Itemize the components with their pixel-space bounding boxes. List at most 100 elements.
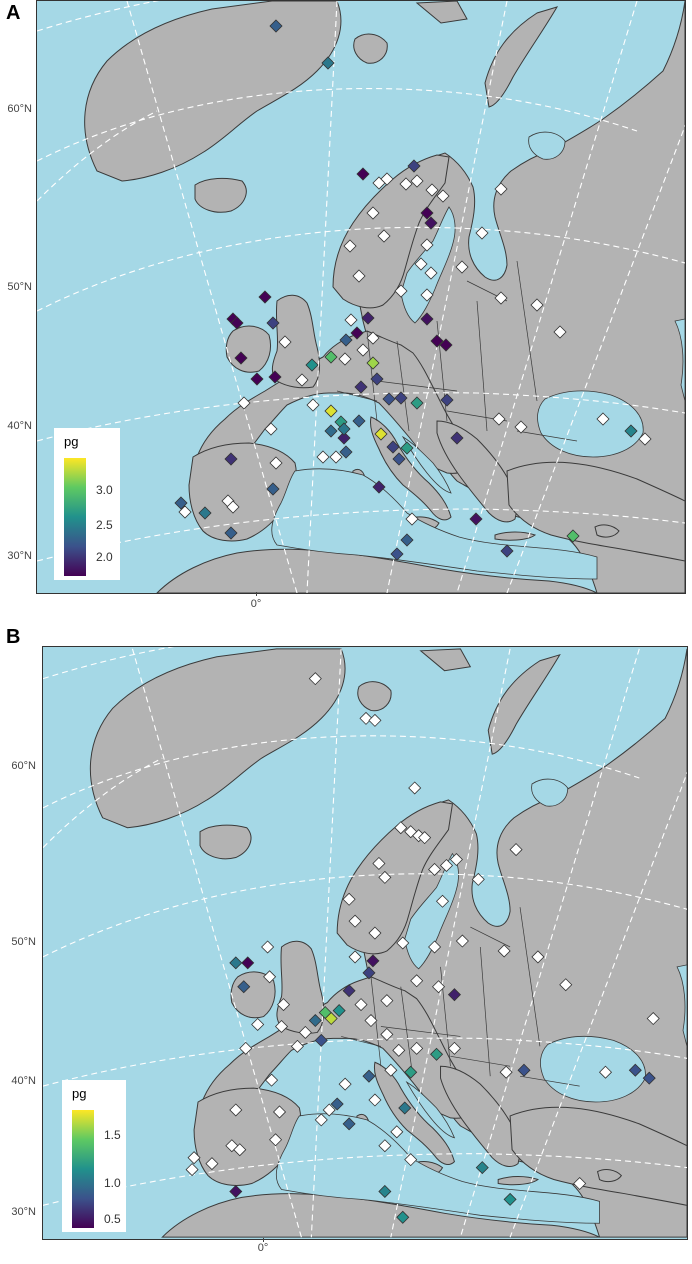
station-marker-b-10 — [449, 852, 463, 867]
station-marker-b-67 — [251, 1017, 265, 1032]
graticule-line-5 — [126, 1, 298, 593]
country-border-5 — [341, 1036, 381, 1047]
legend-tick-b-1: 1.0 — [104, 1176, 121, 1190]
lat-label-50-a: 50°N — [7, 281, 32, 293]
station-marker-a-81 — [400, 533, 414, 547]
station-marker-a-49 — [337, 431, 351, 445]
station-marker-b-62 — [237, 980, 251, 994]
station-marker-a-26 — [420, 312, 434, 326]
station-marker-a-25 — [420, 288, 434, 302]
station-marker-b-57 — [390, 1125, 404, 1139]
station-marker-a-79 — [372, 480, 386, 494]
station-markers — [185, 672, 660, 1224]
station-marker-a-58 — [266, 316, 280, 330]
station-marker-b-52 — [342, 1117, 356, 1131]
station-marker-b-83 — [573, 1176, 587, 1191]
legend-colorbar-b — [72, 1110, 94, 1228]
panel-b-label: B — [6, 626, 21, 648]
station-marker-b-78 — [229, 1184, 243, 1198]
station-marker-b-63 — [229, 956, 243, 970]
station-marker-b-8 — [428, 862, 442, 876]
station-marker-b-71 — [269, 1133, 283, 1147]
station-marker-a-52 — [386, 440, 400, 454]
station-marker-b-1 — [359, 711, 373, 725]
station-marker-a-5 — [380, 172, 394, 186]
station-marker-a-59 — [278, 335, 292, 349]
station-marker-a-57 — [230, 316, 244, 330]
legend-tick-a-0: 3.0 — [96, 483, 113, 497]
station-marker-b-70 — [273, 1105, 287, 1119]
station-marker-b-0 — [308, 672, 322, 686]
station-marker-a-17 — [455, 260, 469, 274]
station-marker-a-78 — [316, 450, 330, 464]
station-marker-a-65 — [264, 422, 278, 436]
station-marker-a-43 — [394, 391, 408, 405]
station-marker-b-50 — [338, 1077, 352, 1091]
station-marker-a-92 — [439, 338, 453, 352]
station-marker-b-80 — [396, 1210, 410, 1224]
station-marker-b-51 — [330, 1097, 344, 1111]
svalbard-landmass — [357, 681, 392, 712]
station-marker-a-32 — [366, 331, 380, 345]
station-marker-a-20 — [553, 325, 567, 339]
ireland-landmass — [225, 325, 272, 373]
graticule-layer — [43, 647, 687, 1238]
station-marker-b-47 — [404, 1065, 418, 1079]
station-marker-a-28 — [352, 269, 366, 283]
country-border-0 — [366, 330, 378, 422]
arctic-islands — [419, 648, 472, 672]
station-markers — [174, 19, 652, 561]
mediterranean-sea — [271, 468, 598, 580]
station-marker-b-15 — [531, 950, 545, 964]
map-panel-a — [36, 0, 686, 594]
station-marker-a-67 — [266, 482, 280, 496]
station-marker-a-62 — [268, 370, 282, 384]
station-marker-b-11 — [435, 894, 450, 908]
iceland-landmass — [194, 177, 247, 213]
legend-tick-a-1: 2.5 — [96, 518, 113, 532]
station-marker-a-75 — [337, 422, 351, 436]
station-marker-a-3 — [407, 159, 421, 173]
station-marker-b-27 — [410, 974, 424, 988]
country-border-7 — [450, 1055, 511, 1067]
continental-europe-landmass — [190, 330, 478, 522]
station-marker-a-19 — [530, 298, 544, 312]
station-marker-a-64 — [237, 396, 251, 410]
station-marker-b-2 — [368, 713, 382, 727]
station-marker-b-32 — [354, 998, 368, 1012]
station-marker-a-35 — [324, 350, 338, 364]
station-marker-a-50 — [352, 414, 366, 428]
station-marker-a-21 — [420, 238, 434, 252]
station-marker-b-25 — [432, 980, 446, 994]
crete-landmass — [497, 1176, 539, 1186]
country-borders — [336, 260, 578, 442]
station-marker-a-0 — [269, 19, 283, 33]
graticule-line-10 — [37, 110, 158, 202]
station-marker-b-48 — [384, 1063, 398, 1077]
country-borders — [341, 907, 580, 1087]
country-border-4 — [516, 260, 538, 402]
italy-landmass — [373, 1061, 456, 1165]
white-sea — [531, 778, 569, 807]
station-marker-a-33 — [339, 333, 353, 347]
station-marker-b-44 — [410, 1041, 424, 1055]
station-marker-a-80 — [405, 512, 419, 526]
station-marker-a-38 — [295, 373, 309, 387]
graticule-line-1 — [43, 873, 687, 958]
station-marker-b-13 — [509, 843, 523, 857]
country-border-8 — [519, 1075, 580, 1087]
station-marker-b-59 — [404, 1153, 418, 1167]
north-africa-landmass — [161, 1193, 600, 1238]
lat-label-40-b: 40°N — [11, 1075, 36, 1087]
station-marker-a-51 — [374, 427, 388, 441]
station-marker-a-27 — [430, 334, 444, 348]
balkans-landmass — [436, 420, 518, 523]
graticule-line-0 — [37, 88, 638, 162]
station-marker-a-9 — [424, 216, 438, 230]
graticule-line-9 — [506, 124, 685, 593]
graticule-line-9 — [509, 771, 687, 1238]
station-marker-a-90 — [514, 420, 528, 434]
svalbard-landmass — [353, 33, 388, 64]
station-marker-b-79 — [378, 1184, 392, 1198]
station-marker-b-45 — [430, 1047, 444, 1061]
